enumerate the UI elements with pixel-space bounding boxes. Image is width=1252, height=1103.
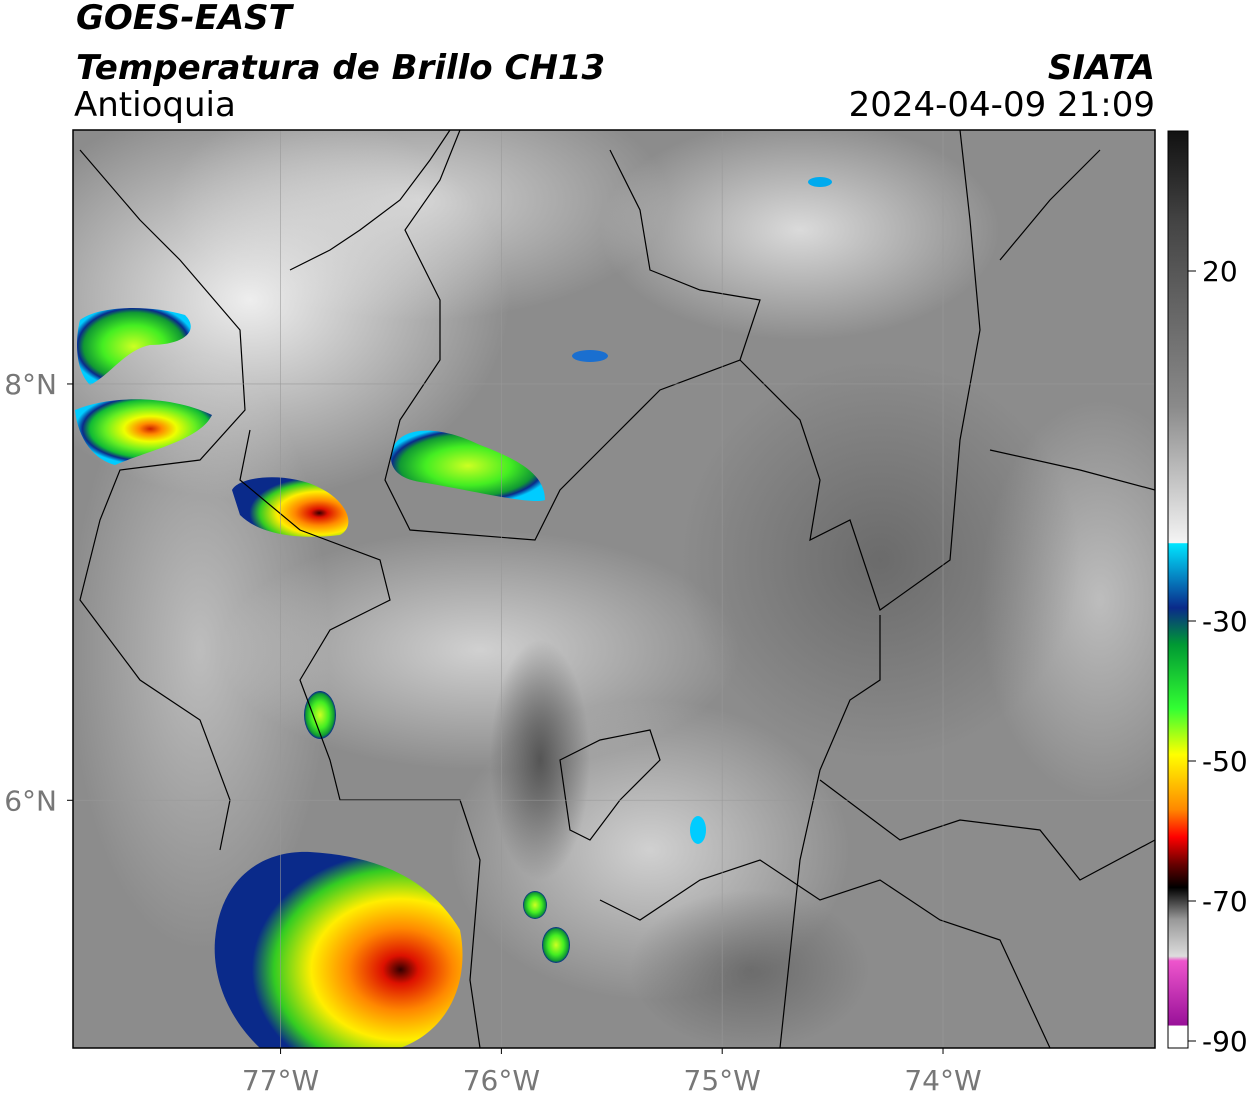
map-frame [72,129,1156,1049]
lon-tick-label: 76°W [463,1064,540,1097]
lon-tick-label: 75°W [684,1064,761,1097]
satellite-image [73,130,1155,1048]
borders [79,130,1155,1048]
colorbar-tick-label: 20 [1202,255,1238,288]
lat-tick-label: 6°N [4,784,57,817]
lon-tick-label: 77°W [242,1064,319,1097]
colorbar-tick-label: -90 [1202,1025,1248,1058]
agency-label: SIATA [1048,48,1155,88]
colorbar-tick-label: -50 [1202,745,1248,778]
lon-tick-label: 74°W [904,1064,981,1097]
satellite-title: GOES-EAST [76,0,295,38]
colorbar-tick-label: -30 [1202,605,1248,638]
colorbar [1167,130,1189,1049]
lat-tick-label: 8°N [4,368,57,401]
graticule [73,130,1155,1048]
colorbar-tick-label: -70 [1202,885,1248,918]
datetime-label: 2024-04-09 21:09 [849,85,1155,125]
region-label: Antioquia [74,85,236,125]
product-title: Temperatura de Brillo CH13 [76,48,605,88]
